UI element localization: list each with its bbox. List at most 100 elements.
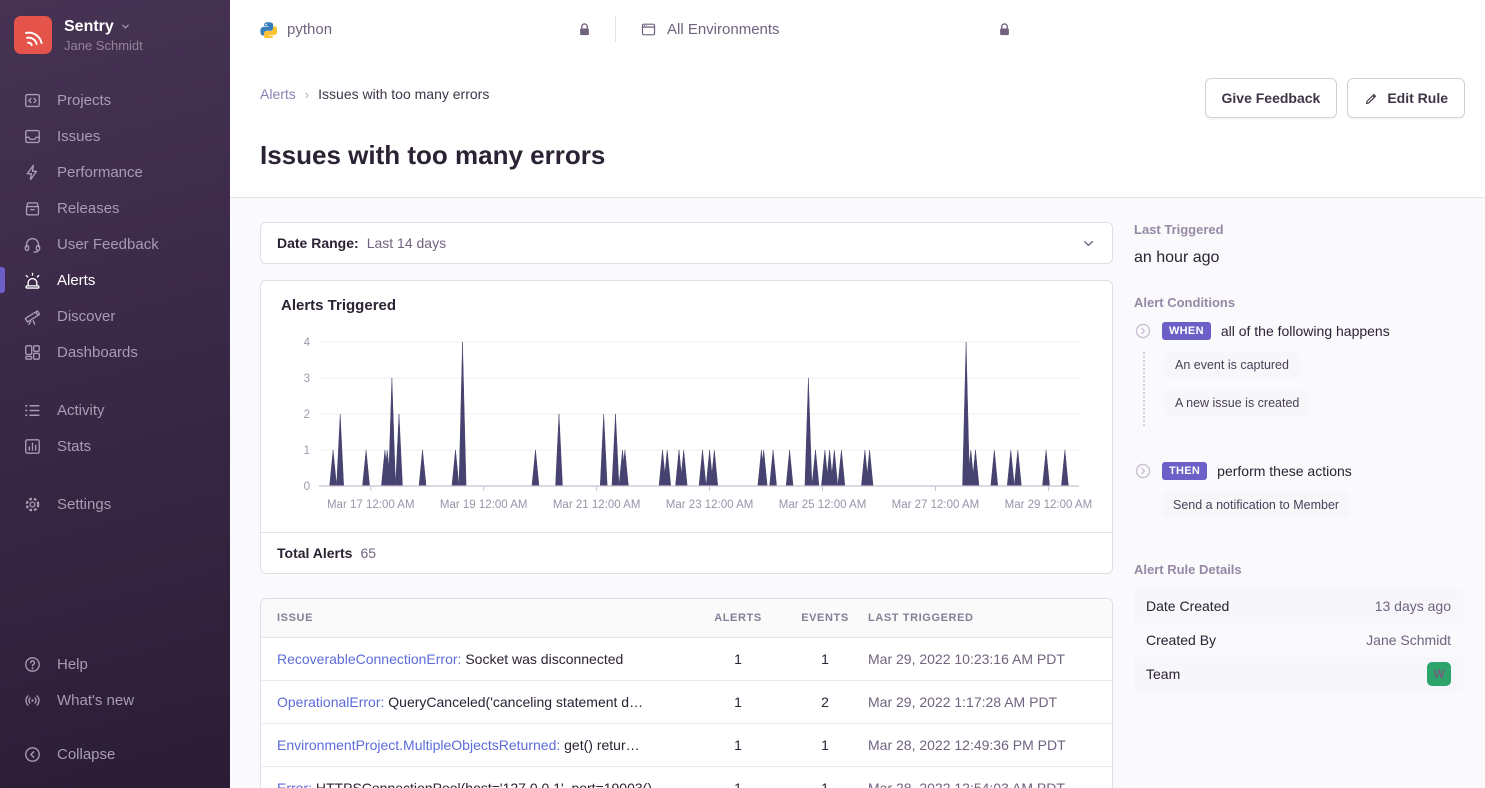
sidebar-item-issues[interactable]: Issues	[0, 118, 230, 154]
svg-text:2: 2	[304, 409, 310, 421]
alerts-cell: 1	[734, 780, 742, 788]
chevron-right-circle-icon	[1134, 322, 1152, 340]
breadcrumb-alerts-link[interactable]: Alerts	[260, 86, 296, 102]
sidebar-item-label: Releases	[57, 199, 120, 217]
sidebar-item-what-s-new[interactable]: What's new	[0, 682, 230, 718]
date-range-select[interactable]: Date Range: Last 14 days	[260, 222, 1113, 264]
discover-icon	[23, 307, 42, 326]
events-cell: 1	[821, 651, 829, 667]
alerts-cell: 1	[734, 737, 742, 753]
table-row: RecoverableConnectionError: Socket was d…	[261, 638, 1112, 681]
project-name: python	[287, 20, 333, 38]
svg-text:Mar 21 12:00 AM: Mar 21 12:00 AM	[553, 499, 641, 511]
column-events: EVENTS	[801, 612, 849, 624]
stats-icon	[23, 437, 42, 456]
sidebar-footer: Help What's new Collapse	[0, 646, 230, 788]
issues-table-header: ISSUE ALERTS EVENTS LAST TRIGGERED	[261, 599, 1112, 638]
topbar-divider	[615, 16, 616, 42]
org-switcher[interactable]: Sentry Jane Schmidt	[0, 0, 230, 68]
collapse-icon	[23, 745, 42, 764]
column-alerts: ALERTS	[714, 612, 762, 624]
page-header: Alerts › Issues with too many errors Giv…	[230, 58, 1485, 198]
issue-link[interactable]: OperationalError:	[277, 694, 385, 710]
breadcrumb: Alerts › Issues with too many errors	[260, 78, 489, 102]
rule-detail-row: Team W	[1134, 657, 1463, 691]
rule-detail-label: Team	[1146, 666, 1181, 682]
sidebar-item-label: Projects	[57, 91, 112, 109]
give-feedback-button[interactable]: Give Feedback	[1204, 78, 1338, 118]
svg-text:4: 4	[304, 337, 311, 349]
topbar: python All Environments	[230, 0, 1485, 58]
alerts-icon	[23, 271, 42, 290]
sidebar-item-label: Settings	[57, 495, 112, 513]
issue-link[interactable]: Error:	[277, 780, 312, 788]
svg-text:Mar 19 12:00 AM: Mar 19 12:00 AM	[440, 499, 528, 511]
sidebar-item-dashboards[interactable]: Dashboards	[0, 334, 230, 370]
last-triggered-heading: Last Triggered	[1134, 222, 1224, 237]
last-triggered-cell: Mar 29, 2022 10:23:16 AM PDT	[868, 651, 1065, 667]
issue-cell: Error: HTTPSConnectionPool(host='127.0.0…	[277, 780, 694, 788]
edit-rule-button[interactable]: Edit Rule	[1347, 78, 1465, 118]
issue-cell: OperationalError: QueryCanceled('canceli…	[277, 694, 644, 710]
rule-detail-value: Jane Schmidt	[1366, 632, 1451, 648]
sidebar-item-settings[interactable]: Settings	[0, 486, 230, 522]
when-condition-row: WHEN all of the following happens	[1134, 322, 1463, 340]
issues-table: ISSUE ALERTS EVENTS LAST TRIGGERED Recov…	[260, 598, 1113, 788]
breadcrumb-separator-icon: ›	[304, 86, 310, 102]
events-cell: 2	[821, 694, 829, 710]
environment-icon	[640, 21, 657, 38]
sidebar-item-help[interactable]: Help	[0, 646, 230, 682]
table-row: EnvironmentProject.MultipleObjectsReturn…	[261, 724, 1112, 767]
then-badge: THEN	[1162, 462, 1208, 480]
sidebar-item-stats[interactable]: Stats	[0, 428, 230, 464]
sidebar-item-discover[interactable]: Discover	[0, 298, 230, 334]
total-alerts-value: 65	[360, 545, 377, 561]
user-feedback-icon	[23, 235, 42, 254]
total-alerts-label: Total Alerts	[277, 545, 353, 561]
sidebar-item-activity[interactable]: Activity	[0, 392, 230, 428]
sidebar-item-label: Activity	[57, 401, 105, 419]
sidebar-item-collapse[interactable]: Collapse	[0, 736, 230, 772]
issue-link[interactable]: EnvironmentProject.MultipleObjectsReturn…	[277, 737, 561, 753]
sidebar-item-user-feedback[interactable]: User Feedback	[0, 226, 230, 262]
sidebar-item-alerts[interactable]: Alerts	[0, 262, 230, 298]
sidebar-item-label: Collapse	[57, 745, 116, 763]
page-title: Issues with too many errors	[260, 140, 606, 170]
sidebar-item-performance[interactable]: Performance	[0, 154, 230, 190]
condition-chip: An event is captured	[1165, 352, 1299, 378]
breadcrumb-current: Issues with too many errors	[318, 86, 490, 102]
last-triggered-cell: Mar 28, 2022 12:49:36 PM PDT	[868, 737, 1066, 753]
issues-icon	[23, 127, 42, 146]
team-badge[interactable]: W	[1427, 662, 1451, 686]
sidebar-item-label: User Feedback	[57, 235, 159, 253]
project-selector[interactable]: python	[260, 21, 615, 38]
sidebar-item-releases[interactable]: Releases	[0, 190, 230, 226]
issue-cell: EnvironmentProject.MultipleObjectsReturn…	[277, 737, 640, 753]
lock-icon	[996, 21, 1013, 38]
sidebar-item-projects[interactable]: Projects	[0, 82, 230, 118]
when-text: all of the following happens	[1220, 323, 1390, 339]
svg-text:1: 1	[304, 445, 310, 457]
activity-icon	[23, 401, 42, 420]
sidebar-item-label: Issues	[57, 127, 101, 145]
chevron-down-icon	[1081, 236, 1096, 251]
when-badge: WHEN	[1162, 322, 1211, 340]
rule-detail-label: Date Created	[1146, 598, 1230, 614]
alerts-chart-panel: Alerts Triggered 0 1 2 3 4 Mar 17 12:00 AM Mar…	[260, 280, 1113, 574]
alert-conditions-heading: Alert Conditions	[1134, 295, 1236, 310]
sidebar-item-label: Discover	[57, 307, 116, 325]
performance-icon	[23, 163, 42, 182]
rule-detail-row: Date Created 13 days ago	[1134, 589, 1463, 623]
column-issue: ISSUE	[277, 612, 314, 624]
last-triggered-value: an hour ago	[1134, 249, 1220, 266]
then-condition-row: THEN perform these actions	[1134, 462, 1463, 480]
releases-icon	[23, 199, 42, 218]
svg-text:3: 3	[304, 373, 310, 385]
condition-chip: Send a notification to Member	[1163, 492, 1350, 518]
environment-selector[interactable]: All Environments	[640, 21, 1035, 38]
issue-link[interactable]: RecoverableConnectionError:	[277, 651, 462, 667]
date-range-label: Date Range:	[277, 235, 359, 251]
sidebar-item-label: What's new	[57, 691, 135, 709]
rule-detail-value: 13 days ago	[1374, 598, 1451, 614]
events-cell: 1	[821, 780, 829, 788]
